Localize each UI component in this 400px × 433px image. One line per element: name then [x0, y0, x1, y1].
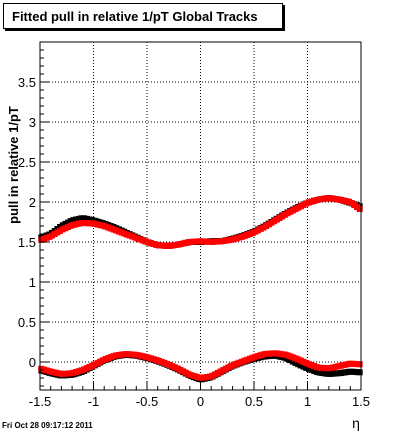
y-tick-label: 3.5	[18, 75, 36, 90]
grid-layer	[40, 42, 361, 390]
y-tick-label: 0	[29, 355, 36, 370]
series-red-3	[38, 350, 363, 381]
chart-title: Fitted pull in relative 1/pT Global Trac…	[12, 9, 258, 24]
y-tick-label: 1.5	[18, 235, 36, 250]
x-tick-label: -1	[88, 394, 100, 409]
x-tick-label: -0.5	[136, 394, 158, 409]
y-tick-label: 3	[29, 115, 36, 130]
timestamp-footer: Fri Oct 28 09:17:12 2011	[2, 421, 93, 430]
title-box: Fitted pull in relative 1/pT Global Trac…	[3, 3, 283, 29]
y-tick-label: 2.5	[18, 155, 36, 170]
axis-layer: -1.5 -1 -0.5 0 0.5 1 1.5 0 0.5 1 1.5 2 2.5 3 3.5	[18, 49, 370, 409]
y-tick-label: 2	[29, 195, 36, 210]
y-tick-label: 1	[29, 275, 36, 290]
x-tick-label: 0.5	[245, 394, 263, 409]
x-tick-label: 0	[197, 394, 204, 409]
x-tick-label: 1	[304, 394, 311, 409]
data-point	[356, 361, 363, 368]
x-tick-label: -1.5	[29, 394, 51, 409]
x-tick-label: 1.5	[352, 394, 370, 409]
y-tick-label: 0.5	[18, 315, 36, 330]
data-layer	[38, 195, 363, 383]
x-axis-label: η	[352, 415, 360, 431]
y-axis-label: pull in relative 1/pT	[6, 106, 21, 224]
data-point	[356, 206, 363, 212]
series-red-1	[38, 195, 363, 249]
data-point	[356, 369, 363, 376]
